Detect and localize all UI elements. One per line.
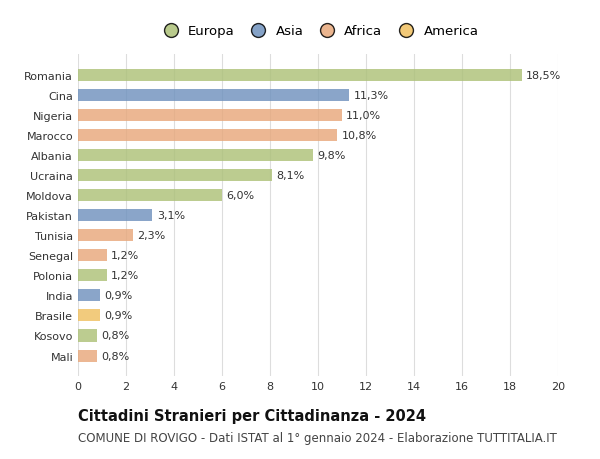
Text: 10,8%: 10,8% xyxy=(341,131,377,141)
Bar xyxy=(78,90,349,102)
Legend: Europa, Asia, Africa, America: Europa, Asia, Africa, America xyxy=(152,20,484,44)
Bar xyxy=(78,130,337,142)
Text: 0,9%: 0,9% xyxy=(104,291,132,301)
Bar xyxy=(78,70,522,82)
Text: 9,8%: 9,8% xyxy=(317,151,346,161)
Text: 18,5%: 18,5% xyxy=(526,71,562,81)
Text: 1,2%: 1,2% xyxy=(111,271,139,281)
Bar xyxy=(78,250,107,262)
Text: 0,9%: 0,9% xyxy=(104,311,132,321)
Text: 6,0%: 6,0% xyxy=(226,191,254,201)
Bar xyxy=(78,290,100,302)
Text: 11,3%: 11,3% xyxy=(353,91,389,101)
Text: 1,2%: 1,2% xyxy=(111,251,139,261)
Text: 3,1%: 3,1% xyxy=(157,211,185,221)
Text: 11,0%: 11,0% xyxy=(346,111,382,121)
Bar xyxy=(78,170,272,182)
Bar xyxy=(78,270,107,282)
Bar xyxy=(78,110,342,122)
Bar xyxy=(78,350,97,362)
Text: 2,3%: 2,3% xyxy=(137,231,166,241)
Text: 0,8%: 0,8% xyxy=(101,351,130,361)
Bar xyxy=(78,330,97,342)
Bar xyxy=(78,150,313,162)
Bar xyxy=(78,310,100,322)
Text: Cittadini Stranieri per Cittadinanza - 2024: Cittadini Stranieri per Cittadinanza - 2… xyxy=(78,409,426,424)
Text: 8,1%: 8,1% xyxy=(277,171,305,181)
Text: 0,8%: 0,8% xyxy=(101,331,130,341)
Text: COMUNE DI ROVIGO - Dati ISTAT al 1° gennaio 2024 - Elaborazione TUTTITALIA.IT: COMUNE DI ROVIGO - Dati ISTAT al 1° genn… xyxy=(78,431,557,444)
Bar xyxy=(78,190,222,202)
Bar xyxy=(78,210,152,222)
Bar xyxy=(78,230,133,242)
